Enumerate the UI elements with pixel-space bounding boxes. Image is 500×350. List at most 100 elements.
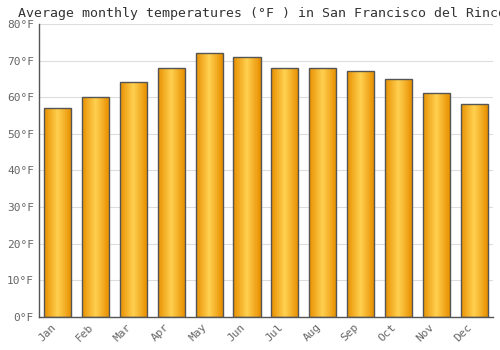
- Bar: [329, 68, 330, 317]
- Bar: [142, 83, 143, 317]
- Bar: [331, 68, 332, 317]
- Bar: [443, 93, 444, 317]
- Bar: [170, 68, 172, 317]
- Bar: [158, 68, 185, 317]
- Bar: [256, 57, 258, 317]
- Bar: [44, 108, 45, 317]
- Bar: [137, 83, 138, 317]
- Bar: [55, 108, 56, 317]
- Bar: [258, 57, 260, 317]
- Bar: [347, 71, 348, 317]
- Bar: [362, 71, 364, 317]
- Bar: [433, 93, 434, 317]
- Bar: [324, 68, 325, 317]
- Bar: [212, 53, 214, 317]
- Bar: [134, 83, 135, 317]
- Bar: [64, 108, 66, 317]
- Bar: [99, 97, 100, 317]
- Bar: [287, 68, 288, 317]
- Bar: [334, 68, 335, 317]
- Bar: [464, 104, 466, 317]
- Bar: [368, 71, 369, 317]
- Bar: [486, 104, 487, 317]
- Bar: [373, 71, 374, 317]
- Bar: [460, 104, 462, 317]
- Bar: [354, 71, 355, 317]
- Bar: [478, 104, 479, 317]
- Bar: [484, 104, 485, 317]
- Bar: [401, 79, 402, 317]
- Bar: [325, 68, 326, 317]
- Bar: [446, 93, 448, 317]
- Bar: [222, 53, 223, 317]
- Bar: [479, 104, 480, 317]
- Bar: [473, 104, 474, 317]
- Bar: [84, 97, 85, 317]
- Bar: [309, 68, 336, 317]
- Bar: [366, 71, 367, 317]
- Bar: [45, 108, 46, 317]
- Bar: [248, 57, 249, 317]
- Bar: [318, 68, 320, 317]
- Bar: [485, 104, 486, 317]
- Bar: [351, 71, 352, 317]
- Bar: [139, 83, 140, 317]
- Bar: [250, 57, 251, 317]
- Bar: [274, 68, 276, 317]
- Bar: [183, 68, 184, 317]
- Bar: [141, 83, 142, 317]
- Bar: [196, 53, 223, 317]
- Bar: [209, 53, 210, 317]
- Bar: [309, 68, 310, 317]
- Bar: [385, 79, 412, 317]
- Bar: [101, 97, 102, 317]
- Bar: [283, 68, 284, 317]
- Bar: [272, 68, 274, 317]
- Bar: [159, 68, 160, 317]
- Bar: [238, 57, 239, 317]
- Bar: [176, 68, 177, 317]
- Bar: [289, 68, 290, 317]
- Bar: [276, 68, 277, 317]
- Bar: [313, 68, 314, 317]
- Bar: [403, 79, 404, 317]
- Bar: [56, 108, 57, 317]
- Bar: [196, 53, 197, 317]
- Bar: [61, 108, 62, 317]
- Bar: [481, 104, 482, 317]
- Bar: [428, 93, 429, 317]
- Bar: [316, 68, 318, 317]
- Bar: [53, 108, 54, 317]
- Bar: [476, 104, 477, 317]
- Bar: [430, 93, 431, 317]
- Bar: [135, 83, 136, 317]
- Bar: [239, 57, 240, 317]
- Bar: [322, 68, 324, 317]
- Bar: [368, 71, 370, 317]
- Bar: [431, 93, 432, 317]
- Bar: [140, 83, 141, 317]
- Bar: [234, 57, 235, 317]
- Bar: [174, 68, 175, 317]
- Bar: [168, 68, 170, 317]
- Bar: [483, 104, 484, 317]
- Bar: [208, 53, 209, 317]
- Bar: [94, 97, 95, 317]
- Bar: [424, 93, 426, 317]
- Bar: [347, 71, 374, 317]
- Bar: [477, 104, 478, 317]
- Bar: [50, 108, 51, 317]
- Bar: [429, 93, 430, 317]
- Bar: [52, 108, 53, 317]
- Bar: [105, 97, 106, 317]
- Bar: [130, 83, 132, 317]
- Bar: [291, 68, 292, 317]
- Bar: [240, 57, 241, 317]
- Bar: [387, 79, 388, 317]
- Bar: [174, 68, 176, 317]
- Bar: [445, 93, 446, 317]
- Bar: [482, 104, 483, 317]
- Bar: [136, 83, 137, 317]
- Bar: [271, 68, 272, 317]
- Bar: [245, 57, 246, 317]
